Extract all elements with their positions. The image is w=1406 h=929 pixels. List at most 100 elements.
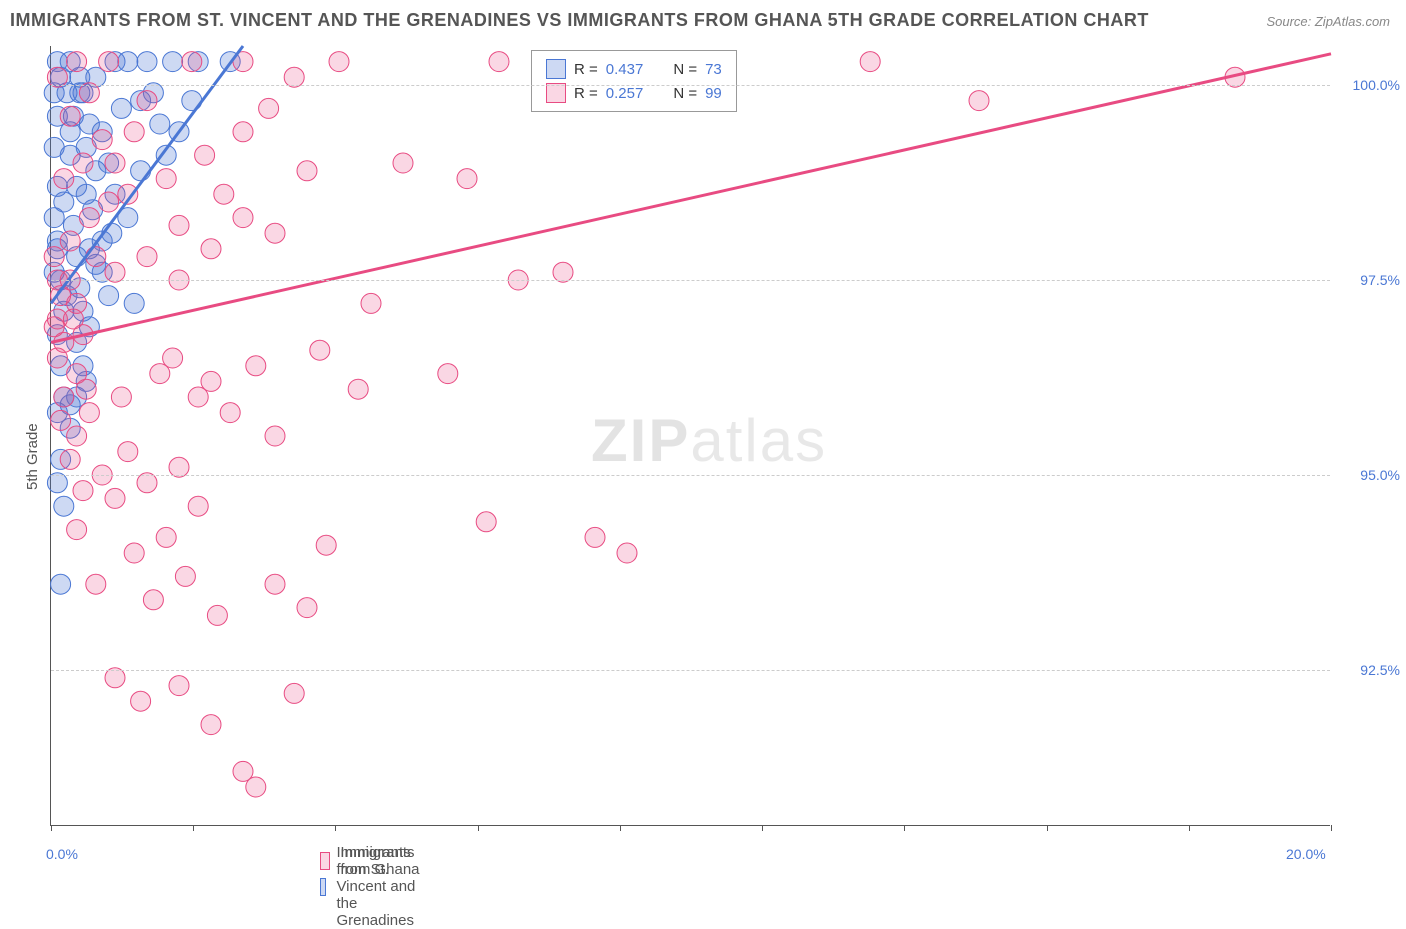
scatter-point: [76, 184, 96, 204]
scatter-point: [51, 410, 71, 430]
legend-swatch: [546, 59, 566, 79]
scatter-point: [246, 777, 266, 797]
legend-swatch: [546, 83, 566, 103]
y-tick-label: 97.5%: [1340, 272, 1400, 288]
legend-n-value: 99: [705, 85, 722, 102]
scatter-point: [201, 239, 221, 259]
scatter-point: [131, 691, 151, 711]
scatter-point: [265, 426, 285, 446]
scatter-point: [393, 153, 413, 173]
x-axis-max-label: 20.0%: [1286, 846, 1326, 862]
scatter-point: [67, 52, 87, 72]
legend-r-label: R =: [574, 85, 598, 102]
x-tick: [1331, 825, 1332, 831]
plot-area: ZIPatlas R =0.437N =73R =0.257N =99 92.5…: [50, 46, 1330, 826]
scatter-point: [438, 364, 458, 384]
gridline: [51, 475, 1330, 476]
legend-r-value: 0.257: [606, 85, 644, 102]
scatter-point: [259, 98, 279, 118]
scatter-point: [188, 496, 208, 516]
scatter-point: [60, 449, 80, 469]
legend-row: R =0.437N =73: [546, 57, 722, 81]
scatter-point: [297, 598, 317, 618]
x-tick: [335, 825, 336, 831]
legend-swatch: [320, 878, 326, 896]
gridline: [51, 670, 1330, 671]
scatter-point: [265, 574, 285, 594]
scatter-point: [76, 379, 96, 399]
scatter-point: [54, 496, 74, 516]
scatter-point: [99, 286, 119, 306]
y-axis-label: 5th Grade: [24, 423, 41, 490]
scatter-point: [316, 535, 336, 555]
y-tick-label: 100.0%: [1340, 77, 1400, 93]
scatter-point: [348, 379, 368, 399]
scatter-point: [150, 114, 170, 134]
scatter-point: [51, 574, 71, 594]
scatter-point: [329, 52, 349, 72]
scatter-point: [201, 715, 221, 735]
chart-svg: [51, 46, 1331, 826]
scatter-point: [86, 247, 106, 267]
legend-swatch: [320, 852, 330, 870]
scatter-point: [99, 192, 119, 212]
y-tick-label: 92.5%: [1340, 662, 1400, 678]
scatter-point: [118, 442, 138, 462]
scatter-point: [175, 566, 195, 586]
x-tick: [51, 825, 52, 831]
scatter-point: [169, 676, 189, 696]
scatter-point: [265, 223, 285, 243]
gridline: [51, 280, 1330, 281]
x-tick: [1047, 825, 1048, 831]
scatter-point: [150, 364, 170, 384]
scatter-point: [44, 317, 64, 337]
scatter-point: [188, 387, 208, 407]
scatter-point: [60, 106, 80, 126]
scatter-point: [54, 387, 74, 407]
scatter-point: [118, 52, 138, 72]
scatter-point: [47, 348, 67, 368]
gridline: [51, 85, 1330, 86]
x-axis-min-label: 0.0%: [46, 846, 78, 862]
scatter-point: [73, 481, 93, 501]
x-tick: [193, 825, 194, 831]
x-tick: [478, 825, 479, 831]
scatter-point: [79, 208, 99, 228]
scatter-point: [86, 574, 106, 594]
scatter-point: [124, 543, 144, 563]
scatter-point: [163, 52, 183, 72]
scatter-point: [969, 91, 989, 111]
scatter-point: [111, 387, 131, 407]
scatter-point: [214, 184, 234, 204]
scatter-point: [124, 122, 144, 142]
bottom-legend-item: Immigrants from Ghana: [320, 844, 422, 878]
chart-title: IMMIGRANTS FROM ST. VINCENT AND THE GREN…: [10, 10, 1149, 31]
scatter-point: [92, 130, 112, 150]
scatter-point: [124, 293, 144, 313]
x-tick: [762, 825, 763, 831]
scatter-point: [361, 293, 381, 313]
scatter-point: [111, 98, 131, 118]
scatter-point: [67, 520, 87, 540]
legend-r-value: 0.437: [606, 61, 644, 78]
scatter-point: [137, 91, 157, 111]
scatter-point: [60, 231, 80, 251]
legend-r-label: R =: [574, 61, 598, 78]
scatter-point: [207, 605, 227, 625]
scatter-point: [195, 145, 215, 165]
legend-n-label: N =: [673, 85, 697, 102]
scatter-point: [105, 488, 125, 508]
scatter-point: [476, 512, 496, 532]
x-tick: [1189, 825, 1190, 831]
scatter-point: [220, 403, 240, 423]
scatter-point: [457, 169, 477, 189]
scatter-point: [79, 403, 99, 423]
scatter-point: [297, 161, 317, 181]
scatter-point: [489, 52, 509, 72]
scatter-point: [99, 52, 119, 72]
source-attribution: Source: ZipAtlas.com: [1266, 14, 1390, 29]
scatter-point: [105, 153, 125, 173]
scatter-point: [67, 426, 87, 446]
scatter-point: [233, 122, 253, 142]
scatter-point: [156, 169, 176, 189]
